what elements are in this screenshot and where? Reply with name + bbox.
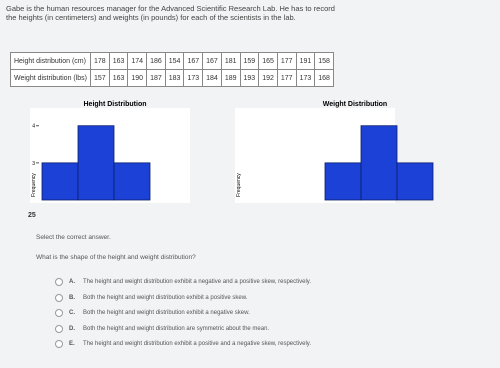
table-cell: 191 <box>295 52 316 70</box>
option-text: Both the height and weight distribution … <box>83 310 250 316</box>
radio-button <box>55 278 63 286</box>
y-tick-label: 3 <box>32 161 35 167</box>
option-letter: C. <box>69 310 75 316</box>
radio-button <box>55 293 63 302</box>
intro-line: Gabe is the human resources manager for … <box>6 4 335 13</box>
table-cell: 163 <box>108 52 129 70</box>
table-cell: 173 <box>295 69 316 87</box>
table-cell: 167 <box>183 52 204 70</box>
option-text: The height and weight distribution exhib… <box>83 341 312 347</box>
radio-button <box>55 340 63 348</box>
table-cell: 192 <box>258 69 278 87</box>
table-cell: 165 <box>258 52 278 70</box>
table-cell: 190 <box>127 69 148 87</box>
bar <box>396 162 434 201</box>
table-cell: 163 <box>108 69 129 87</box>
radio-button <box>55 309 63 317</box>
table-cell: 178 <box>90 52 110 70</box>
table-row: Height distribution (cm) 178 163 174 186 154 1… <box>9 52 334 70</box>
option-text: The height and weight distribution exhib… <box>83 279 312 285</box>
table-cell: 159 <box>239 52 260 70</box>
option[interactable]: C. Both the height and weight distributio… <box>55 309 250 317</box>
table-cell: 158 <box>314 52 334 70</box>
y-axis-label: Frequency <box>236 173 242 197</box>
table-row: Weight distribution (lbs) 157 163 190 187 183… <box>9 69 334 87</box>
table-cell: 154 <box>164 52 185 70</box>
option[interactable]: E. The height and weight distribution exh… <box>55 340 311 348</box>
table-cell: 189 <box>220 69 241 87</box>
charts: Height Distribution Frequency 3 4 Weight Dis… <box>30 101 434 203</box>
option-letter: D. <box>69 325 75 332</box>
option[interactable]: A. The height and weight distribution exh… <box>55 278 311 286</box>
table-cell: 193 <box>239 69 260 87</box>
data-table: Height distribution (cm) 178 163 174 186 154 1… <box>9 52 334 87</box>
bar <box>77 125 115 201</box>
bar <box>113 162 151 201</box>
question: What is the shape of the height and weig… <box>36 254 196 261</box>
table-cell: 168 <box>314 69 334 87</box>
table-cell: 186 <box>146 52 166 70</box>
option-text: Both the height and weight distribution … <box>83 325 270 332</box>
table-cell: 173 <box>183 69 204 87</box>
option[interactable]: B. Both the height and weight distributio… <box>55 293 248 302</box>
intro: Gabe is the human resources manager for … <box>6 4 335 22</box>
table-cell: 184 <box>202 69 222 87</box>
chart-title: Height Distribution <box>84 101 147 108</box>
option[interactable]: D. Both the height and weight distributio… <box>55 324 270 333</box>
table-cell: 183 <box>164 69 185 87</box>
y-axis-label: Frequency <box>31 173 37 197</box>
table-cell: 167 <box>202 52 222 70</box>
radio-button <box>55 324 63 333</box>
bar <box>324 162 362 201</box>
option-text: Both the height and weight distribution … <box>83 294 248 301</box>
question-number: 25 <box>28 212 36 219</box>
chart-title: Weight Distribution <box>323 101 387 108</box>
option-letter: E. <box>69 341 75 347</box>
bar <box>360 125 398 201</box>
table-cell: Height distribution (cm) <box>9 52 92 70</box>
intro-line: the heights (in centimeters) and weights… <box>6 13 296 22</box>
table-cell: 187 <box>146 69 166 87</box>
table-cell: 177 <box>276 52 297 70</box>
instruction: Select the correct answer. <box>36 234 111 241</box>
table-cell: 181 <box>220 52 241 70</box>
table-cell: 157 <box>90 69 110 87</box>
y-tick-label: 4 <box>32 124 35 130</box>
table-cell: 174 <box>127 52 148 70</box>
table-cell: Weight distribution (lbs) <box>9 69 92 87</box>
option-letter: A. <box>69 279 75 285</box>
option-letter: B. <box>69 294 75 301</box>
bar <box>41 162 79 201</box>
table-cell: 177 <box>276 69 297 87</box>
